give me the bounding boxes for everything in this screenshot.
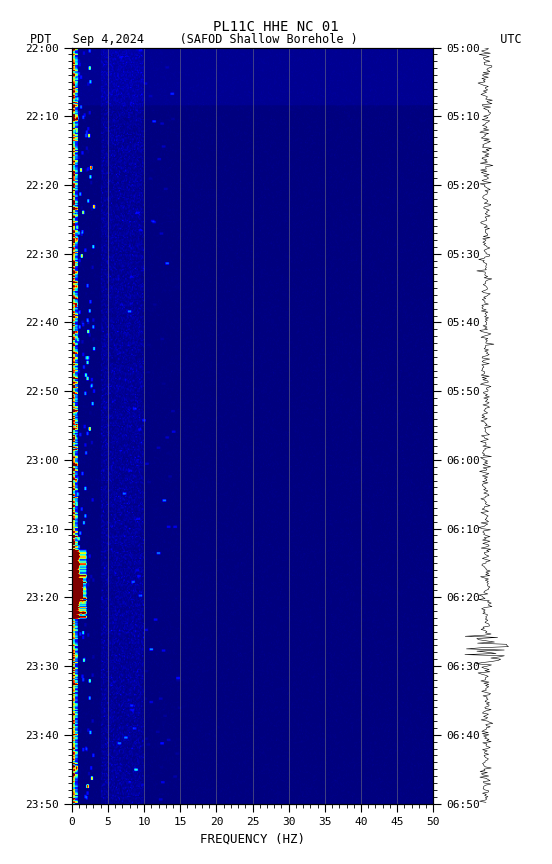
X-axis label: FREQUENCY (HZ): FREQUENCY (HZ) <box>200 832 305 845</box>
Text: PDT   Sep 4,2024     (SAFOD Shallow Borehole )                    UTC: PDT Sep 4,2024 (SAFOD Shallow Borehole )… <box>30 33 522 46</box>
Text: PL11C HHE NC 01: PL11C HHE NC 01 <box>213 20 339 34</box>
